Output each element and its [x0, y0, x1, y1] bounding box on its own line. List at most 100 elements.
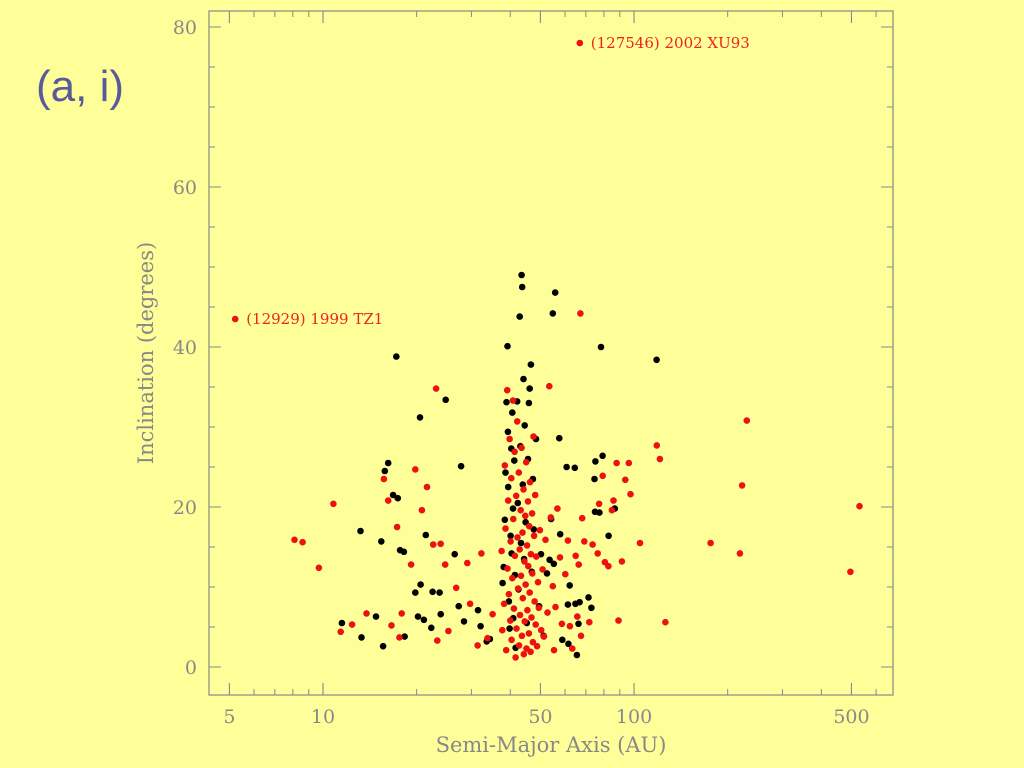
data-point [743, 417, 751, 424]
data-point [549, 310, 557, 317]
data-point [505, 590, 513, 598]
data-point [527, 648, 534, 656]
data-point [577, 310, 584, 317]
data-point [502, 469, 509, 476]
data-point [533, 642, 541, 650]
data-point [499, 579, 506, 587]
data-point [529, 638, 537, 646]
data-point [380, 475, 388, 483]
data-point [736, 550, 744, 557]
data-point [507, 538, 514, 545]
data-point [566, 582, 573, 589]
data-point [412, 589, 419, 596]
data-point [524, 498, 532, 505]
data-point [574, 613, 581, 620]
data-point [551, 289, 559, 296]
data-point [501, 462, 509, 469]
data-point [489, 610, 496, 618]
data-point [389, 491, 397, 499]
data-point [537, 626, 545, 634]
data-point [514, 534, 521, 541]
data-point [437, 610, 445, 618]
data-point [547, 514, 555, 521]
data-point [564, 601, 572, 608]
data-point [418, 506, 426, 514]
data-point [384, 459, 392, 467]
data-point [396, 634, 403, 641]
data-point [656, 455, 664, 463]
data-point [517, 506, 524, 514]
data-point [526, 589, 533, 596]
data-point [503, 386, 511, 394]
data-point [330, 500, 337, 508]
data-point [509, 505, 517, 512]
data-point [506, 625, 513, 632]
plot-frame [208, 10, 894, 696]
data-point [532, 621, 539, 628]
data-point [372, 613, 380, 620]
data-point [436, 589, 443, 596]
data-point [525, 562, 532, 570]
data-point [533, 553, 540, 560]
data-point [615, 617, 622, 624]
data-point [407, 561, 415, 568]
data-point [502, 646, 510, 654]
data-point [527, 361, 535, 368]
data-point [299, 538, 306, 546]
data-point [398, 610, 406, 617]
data-point [592, 458, 599, 465]
x-tick-label: 50 [528, 706, 552, 728]
data-point [549, 582, 557, 590]
data-point [522, 512, 529, 520]
data-point [515, 642, 523, 649]
data-point [498, 547, 505, 555]
data-point [605, 562, 612, 570]
data-point [474, 642, 481, 649]
data-point [531, 491, 539, 499]
black-series [338, 271, 660, 659]
data-point [477, 622, 484, 630]
y-axis-title: Inclination (degrees) [134, 242, 158, 464]
data-point [428, 624, 435, 632]
data-point [513, 625, 520, 632]
data-point [556, 434, 563, 442]
data-point [511, 552, 519, 560]
data-point [550, 646, 558, 654]
data-point [509, 574, 516, 582]
data-point [464, 559, 471, 567]
data-point [622, 476, 629, 484]
point-annotation: (12929) 1999 TZ1 [246, 310, 383, 328]
data-point [499, 626, 506, 634]
data-point [577, 632, 585, 640]
y-tick-label: 20 [173, 497, 197, 519]
data-point [518, 271, 525, 279]
data-point [599, 472, 606, 480]
data-point [618, 558, 626, 565]
data-point [516, 313, 523, 320]
data-point [357, 527, 364, 535]
data-point [507, 617, 514, 624]
data-point [451, 550, 459, 558]
data-point [393, 353, 400, 360]
data-point [519, 529, 526, 536]
data-point [610, 497, 617, 504]
point-annotation: (127546) 2002 XU93 [591, 34, 750, 52]
data-point [544, 609, 551, 616]
red-series [231, 39, 863, 661]
data-point [348, 621, 356, 628]
data-point [504, 342, 511, 350]
data-point [432, 385, 440, 392]
data-point [565, 640, 572, 648]
data-point [571, 464, 579, 472]
data-point [525, 630, 533, 637]
data-point [437, 540, 445, 548]
data-point [474, 606, 482, 614]
data-point [589, 541, 596, 548]
data-point [556, 554, 564, 561]
y-tick-label: 0 [185, 657, 197, 679]
data-point [521, 422, 528, 429]
data-point [429, 541, 437, 548]
data-point [520, 650, 528, 658]
data-point [530, 532, 538, 540]
data-point [540, 633, 548, 640]
